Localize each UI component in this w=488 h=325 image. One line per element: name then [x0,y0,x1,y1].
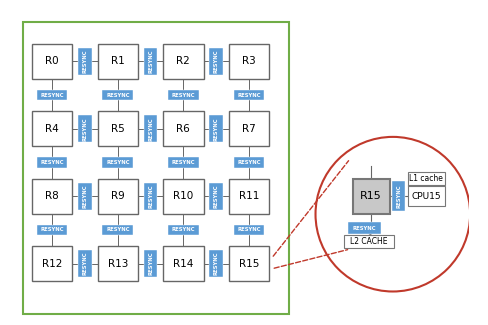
Text: R6: R6 [176,124,190,134]
FancyBboxPatch shape [228,246,269,281]
FancyBboxPatch shape [391,181,405,212]
Text: RESYNC: RESYNC [148,252,153,275]
Text: R10: R10 [173,191,193,201]
FancyBboxPatch shape [344,235,393,248]
FancyBboxPatch shape [78,115,91,142]
FancyBboxPatch shape [97,44,138,79]
Text: RESYNC: RESYNC [171,93,195,97]
FancyBboxPatch shape [32,246,72,281]
Text: R5: R5 [111,124,124,134]
Text: RESYNC: RESYNC [41,160,64,165]
FancyBboxPatch shape [37,90,67,100]
FancyBboxPatch shape [143,115,157,142]
Text: R13: R13 [107,259,128,269]
Text: R1: R1 [111,56,124,66]
FancyBboxPatch shape [23,22,288,314]
FancyBboxPatch shape [228,179,269,214]
Text: R11: R11 [238,191,259,201]
Text: RESYNC: RESYNC [106,227,129,232]
FancyBboxPatch shape [168,157,198,168]
FancyBboxPatch shape [228,44,269,79]
Text: RESYNC: RESYNC [82,252,87,275]
FancyBboxPatch shape [97,246,138,281]
Text: R12: R12 [42,259,62,269]
Text: R4: R4 [45,124,59,134]
FancyBboxPatch shape [168,225,198,235]
FancyBboxPatch shape [32,44,72,79]
FancyBboxPatch shape [209,48,223,75]
Text: RESYNC: RESYNC [82,50,87,73]
FancyBboxPatch shape [347,222,380,234]
FancyBboxPatch shape [143,250,157,277]
FancyBboxPatch shape [168,90,198,100]
Text: R2: R2 [176,56,190,66]
FancyBboxPatch shape [102,90,133,100]
Text: RESYNC: RESYNC [82,185,87,208]
Text: RESYNC: RESYNC [213,185,218,208]
Text: R15: R15 [360,191,381,201]
FancyBboxPatch shape [228,111,269,146]
Text: RESYNC: RESYNC [106,93,129,97]
Text: RESYNC: RESYNC [352,226,375,231]
Text: R15: R15 [238,259,259,269]
FancyBboxPatch shape [78,48,91,75]
Text: R9: R9 [111,191,124,201]
FancyBboxPatch shape [209,115,223,142]
Text: RESYNC: RESYNC [41,93,64,97]
FancyBboxPatch shape [407,172,444,186]
Circle shape [315,137,469,292]
FancyBboxPatch shape [37,157,67,168]
FancyBboxPatch shape [209,183,223,210]
Text: R14: R14 [173,259,193,269]
Text: RESYNC: RESYNC [82,117,87,140]
FancyBboxPatch shape [163,44,203,79]
FancyBboxPatch shape [78,250,91,277]
Text: RESYNC: RESYNC [148,185,153,208]
Text: R3: R3 [242,56,255,66]
Text: RESYNC: RESYNC [148,50,153,73]
FancyBboxPatch shape [78,183,91,210]
Text: R7: R7 [242,124,255,134]
FancyBboxPatch shape [233,225,264,235]
FancyBboxPatch shape [37,225,67,235]
Text: L2 CACHE: L2 CACHE [349,237,387,246]
Text: RESYNC: RESYNC [237,227,260,232]
Text: RESYNC: RESYNC [41,227,64,232]
FancyBboxPatch shape [102,157,133,168]
Text: RESYNC: RESYNC [395,185,400,208]
FancyBboxPatch shape [163,179,203,214]
FancyBboxPatch shape [97,179,138,214]
Text: CPU15: CPU15 [410,192,440,201]
FancyBboxPatch shape [209,250,223,277]
Text: RESYNC: RESYNC [106,160,129,165]
Text: RESYNC: RESYNC [171,227,195,232]
FancyBboxPatch shape [32,179,72,214]
FancyBboxPatch shape [143,183,157,210]
Text: R0: R0 [45,56,59,66]
Text: RESYNC: RESYNC [148,117,153,140]
Text: RESYNC: RESYNC [171,160,195,165]
FancyBboxPatch shape [32,111,72,146]
FancyBboxPatch shape [97,111,138,146]
Text: RESYNC: RESYNC [213,117,218,140]
Text: RESYNC: RESYNC [237,93,260,97]
Text: RESYNC: RESYNC [213,50,218,73]
FancyBboxPatch shape [163,246,203,281]
Text: L1 cache: L1 cache [408,174,442,183]
FancyBboxPatch shape [233,157,264,168]
Text: R8: R8 [45,191,59,201]
FancyBboxPatch shape [407,186,444,206]
FancyBboxPatch shape [143,48,157,75]
Text: RESYNC: RESYNC [237,160,260,165]
FancyBboxPatch shape [102,225,133,235]
FancyBboxPatch shape [163,111,203,146]
Text: RESYNC: RESYNC [213,252,218,275]
FancyBboxPatch shape [233,90,264,100]
FancyBboxPatch shape [352,179,389,214]
